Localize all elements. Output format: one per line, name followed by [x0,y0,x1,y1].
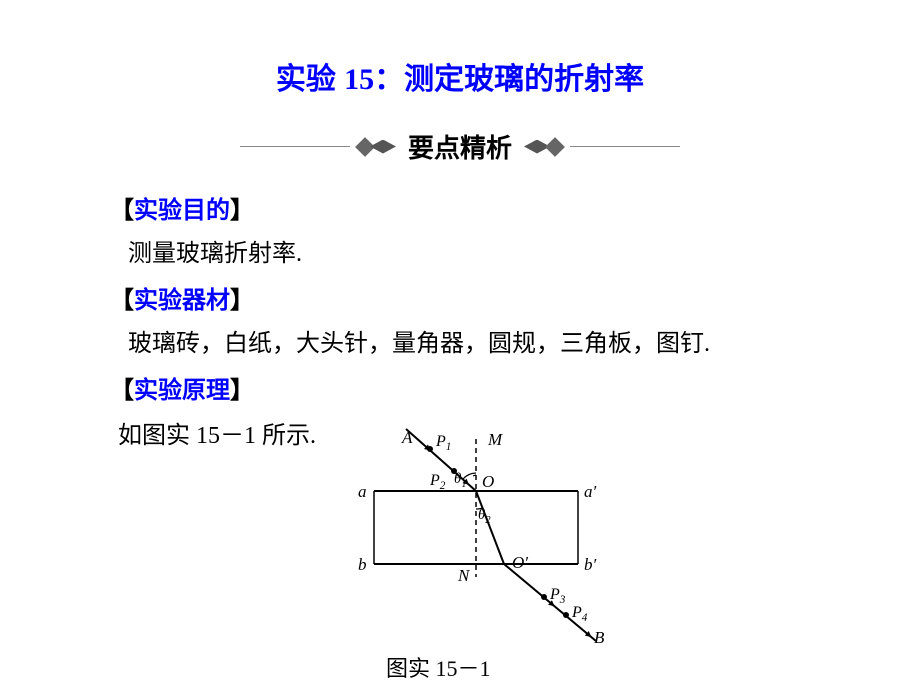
diagram-caption: 图实 15－1 [386,651,626,683]
title-colon: ： [374,63,404,96]
title-prefix: 实验 [276,63,344,96]
diamond-ornament-left [358,140,394,154]
divider-line-right [570,146,680,147]
svg-text:O′: O′ [512,553,528,572]
svg-text:N: N [457,566,471,585]
divider-label: 要点精析 [402,128,518,165]
svg-text:θ1: θ1 [454,471,467,490]
svg-text:a′: a′ [584,482,597,501]
svg-text:O: O [482,472,494,491]
svg-text:a: a [358,482,367,501]
diamond-ornament-right [526,140,562,154]
svg-text:B: B [594,628,605,644]
objective-header: 【实验目的】 [110,190,920,225]
section-divider: 要点精析 [0,128,920,165]
svg-text:θ2: θ2 [478,507,491,526]
svg-text:b: b [358,555,367,574]
title-text: 测定玻璃的折射率 [404,63,644,96]
svg-text:P2: P2 [429,472,446,492]
principle-header: 【实验原理】 [110,370,920,405]
physics-diagram: ABMNOO′aa′bb′P1P2P3P4θ1θ2 图实 15－1 [326,409,626,683]
principle-body: 如图实 15－1 所示. [118,415,316,450]
page-title: 实验 15：测定玻璃的折射率 [276,54,644,98]
svg-text:A: A [401,428,413,447]
divider-line-left [240,146,350,147]
svg-text:P1: P1 [435,433,451,453]
title-number: 15 [344,63,374,96]
equipment-body: 玻璃砖，白纸，大头针，量角器，圆规，三角板，图钉. [128,323,920,358]
svg-text:b′: b′ [584,555,597,574]
objective-body: 测量玻璃折射率. [128,233,920,268]
equipment-header: 【实验器材】 [110,280,920,315]
svg-text:M: M [487,430,503,449]
